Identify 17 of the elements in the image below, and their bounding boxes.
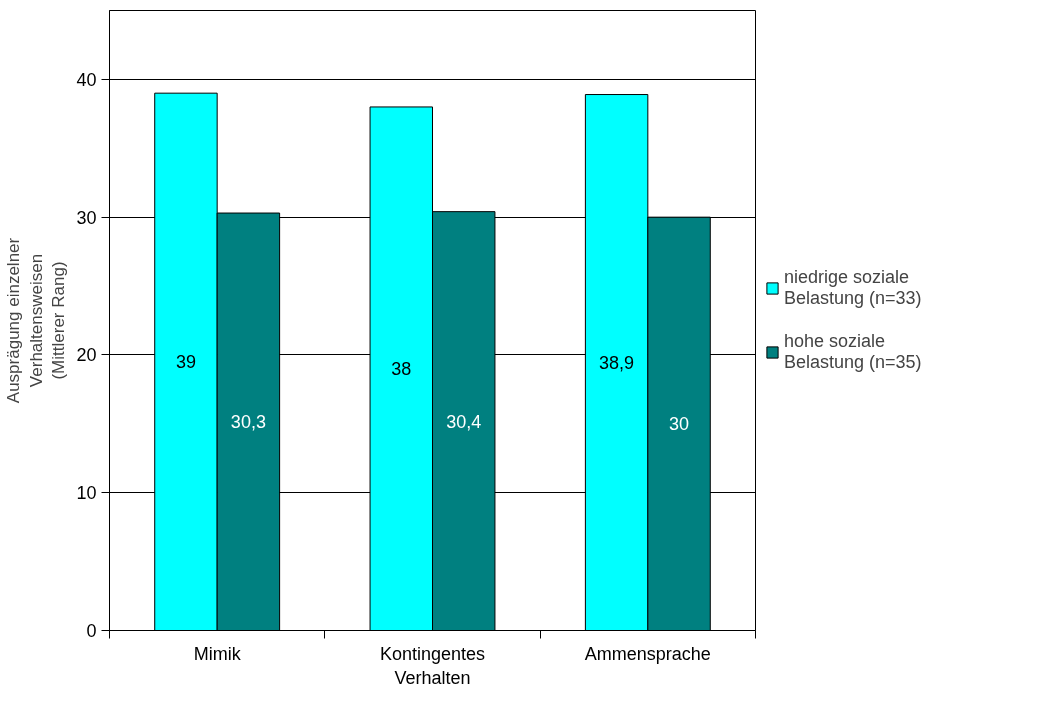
y-tick-label: 40 (76, 69, 97, 90)
y-tick-label: 20 (76, 345, 97, 366)
x-tick-label: Kontingentes Verhalten (379, 643, 486, 688)
data-label: 38,9 (599, 353, 635, 374)
data-label: 39 (175, 352, 196, 373)
y-axis-title: Ausprägung einzelner Verhaltensweisen (Mittlerer Rang) (3, 237, 69, 404)
data-label: 30,4 (446, 411, 482, 432)
x-tick-label: Ammensprache (584, 643, 711, 664)
data-label: 38 (391, 359, 412, 380)
data-label: 30,3 (230, 412, 266, 433)
y-tick-label: 10 (76, 483, 97, 504)
x-tick-label: Mimik (193, 643, 242, 664)
data-label: 30 (669, 414, 690, 435)
legend-label: hohe soziale Belastung (n=35) (784, 331, 923, 373)
y-tick-label: 30 (76, 207, 97, 228)
legend-label: niedrige soziale Belastung (n=33) (784, 267, 923, 309)
y-tick-label: 0 (86, 621, 97, 641)
